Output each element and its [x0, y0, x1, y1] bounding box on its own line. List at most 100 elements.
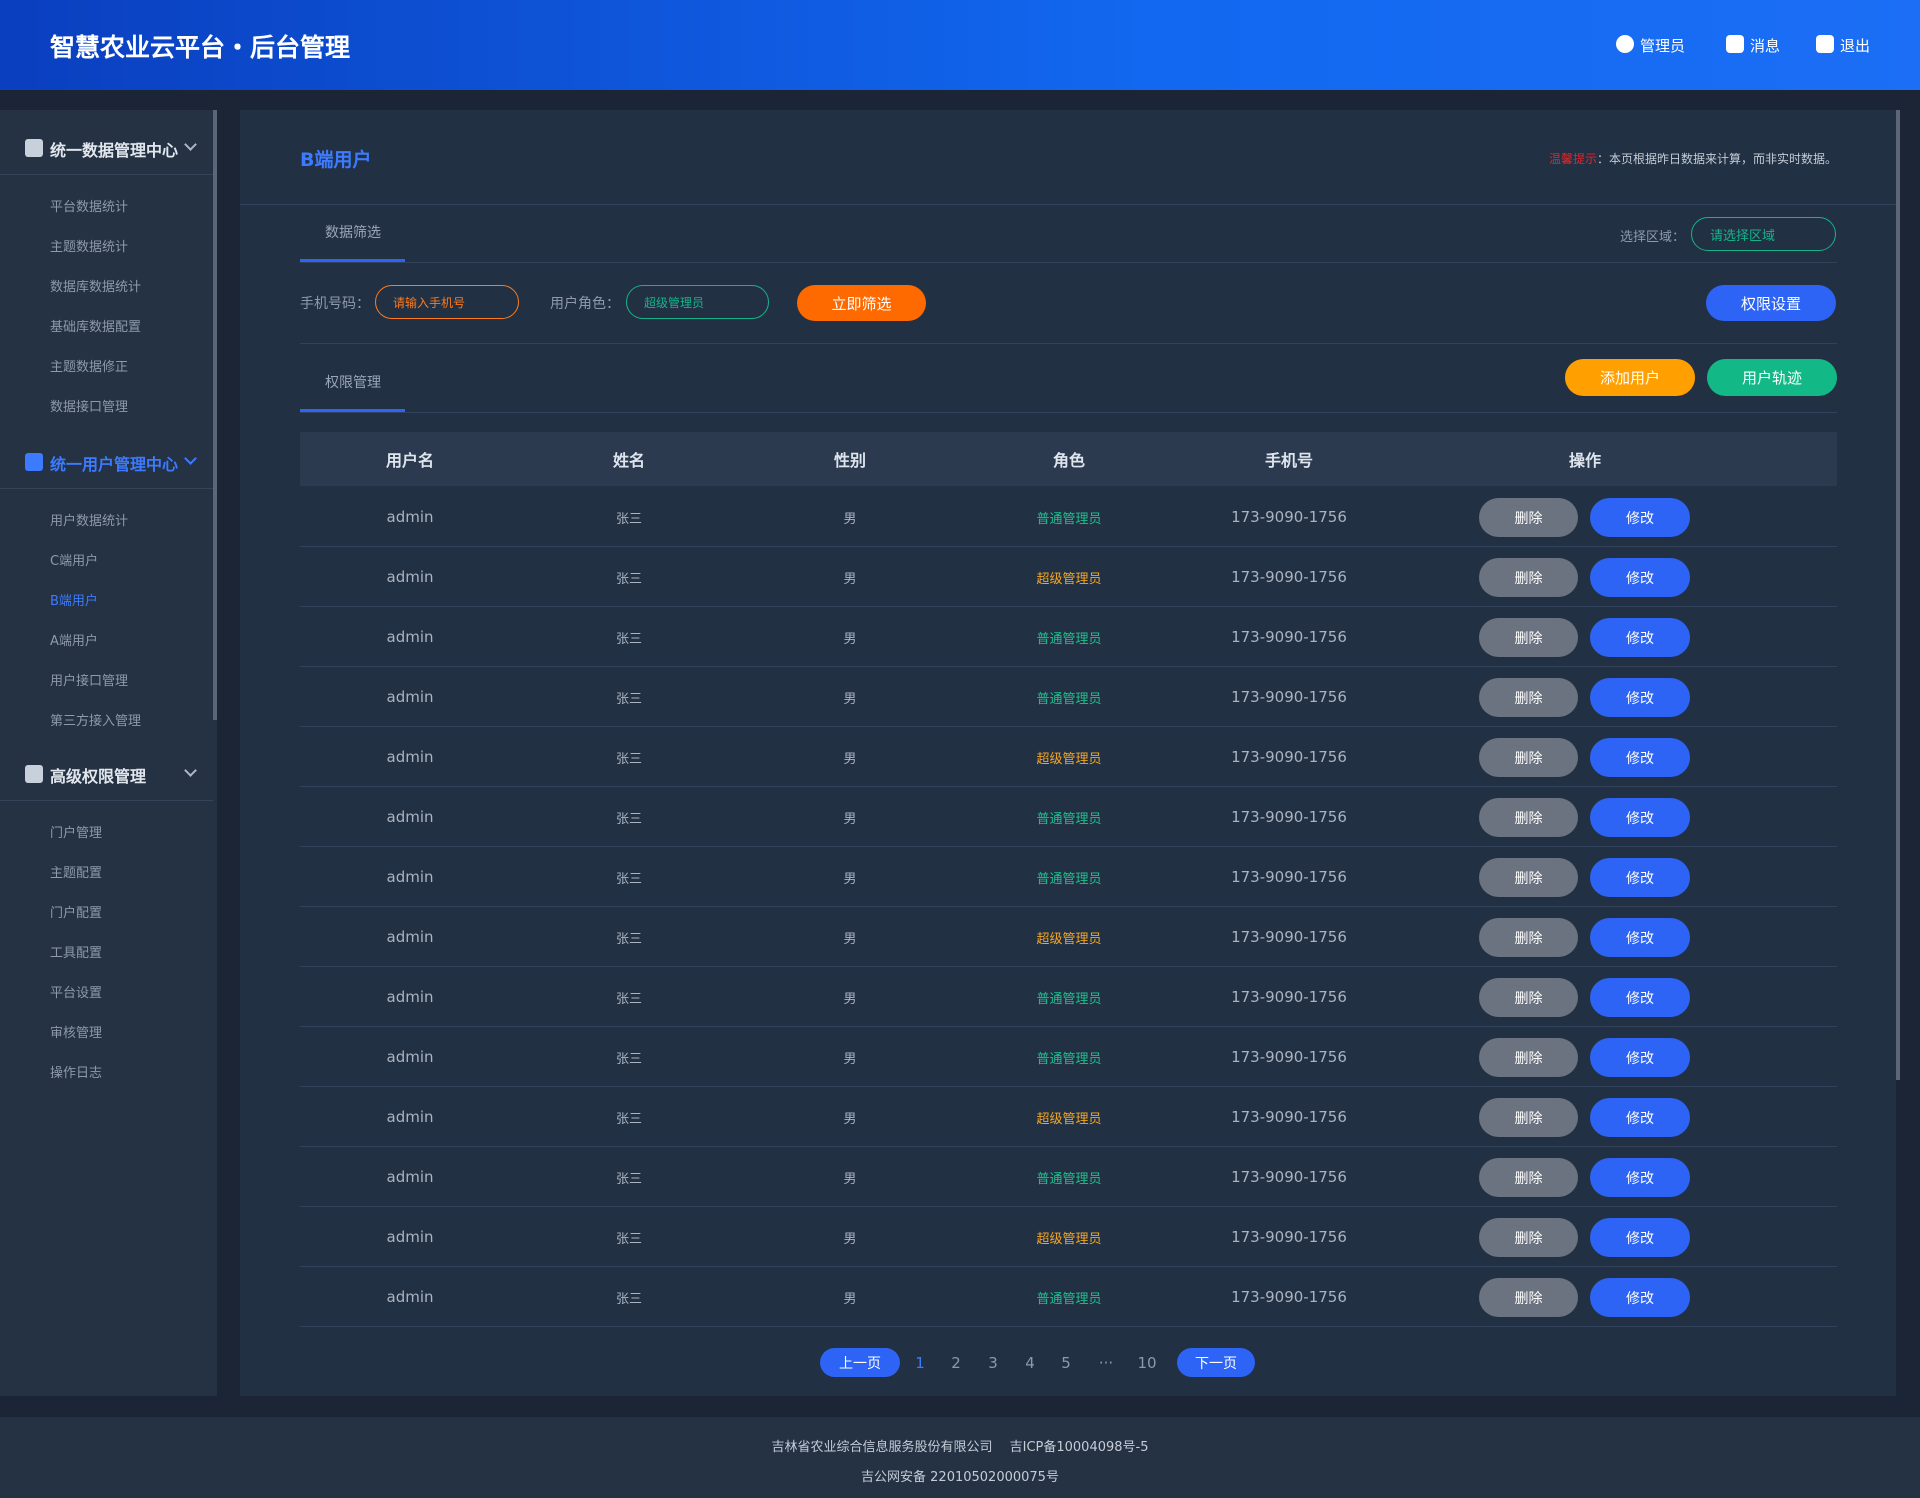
role-select[interactable]: 超级管理员: [626, 285, 769, 319]
menu-item[interactable]: 门户配置: [50, 906, 103, 921]
permission-button[interactable]: 权限设置: [1706, 285, 1836, 321]
edit-button[interactable]: 修改: [1590, 798, 1690, 837]
prev-button[interactable]: 上一页: [820, 1348, 900, 1377]
header-action[interactable]: 消息: [1750, 37, 1781, 55]
menu-item[interactable]: 用户数据统计: [50, 514, 129, 529]
page-number[interactable]: 5: [1061, 1353, 1071, 1372]
delete-button[interactable]: 删除: [1479, 1038, 1578, 1077]
group-title[interactable]: 统一用户管理中心: [50, 455, 179, 474]
edit-button[interactable]: 修改: [1590, 858, 1690, 897]
edit-button[interactable]: 修改: [1590, 918, 1690, 957]
next-button[interactable]: 下一页: [1177, 1348, 1255, 1377]
add-user-button[interactable]: 添加用户: [1565, 359, 1695, 396]
menu-item[interactable]: 主题配置: [50, 866, 103, 881]
cell: admin: [386, 1168, 434, 1186]
track-button[interactable]: 用户轨迹: [1707, 359, 1837, 396]
cell: 男: [843, 1231, 857, 1247]
delete-button[interactable]: 删除: [1479, 978, 1578, 1017]
edit-button[interactable]: 修改: [1590, 1218, 1690, 1257]
page-number[interactable]: 10: [1137, 1353, 1157, 1372]
divider: [300, 262, 1837, 263]
menu-item[interactable]: 操作日志: [50, 1066, 103, 1081]
menu-item[interactable]: B端用户: [50, 594, 98, 609]
phone-input[interactable]: 请输入手机号: [375, 285, 519, 319]
delete-button[interactable]: 删除: [1479, 558, 1578, 597]
menu-item[interactable]: 门户管理: [50, 826, 103, 841]
group-title[interactable]: 高级权限管理: [50, 767, 147, 786]
menu-item[interactable]: 主题数据统计: [50, 240, 129, 255]
delete-button[interactable]: 删除: [1479, 1218, 1578, 1257]
column-header: 角色: [1052, 451, 1085, 470]
group-title[interactable]: 统一数据管理中心: [50, 141, 179, 160]
header-action[interactable]: 退出: [1840, 37, 1871, 55]
cell: 男: [843, 1051, 857, 1067]
cell: 张三: [615, 1291, 642, 1307]
cell: 张三: [615, 1171, 642, 1187]
row-divider: [300, 846, 1837, 847]
delete-button[interactable]: 删除: [1479, 798, 1578, 837]
cell: 173-9090-1756: [1231, 568, 1347, 586]
edit-button[interactable]: 修改: [1590, 1278, 1690, 1317]
cell: 普通管理员: [1036, 871, 1102, 887]
column-header: 性别: [833, 451, 866, 470]
delete-button[interactable]: 删除: [1479, 738, 1578, 777]
cell: 男: [843, 1291, 857, 1307]
page-number[interactable]: 4: [1025, 1353, 1035, 1372]
edit-button[interactable]: 修改: [1590, 558, 1690, 597]
edit-button[interactable]: 修改: [1590, 618, 1690, 657]
cell: 超级管理员: [1036, 751, 1102, 767]
page-number[interactable]: 1: [915, 1353, 925, 1372]
menu-item[interactable]: 主题数据修正: [50, 360, 129, 375]
page-number[interactable]: 3: [988, 1353, 998, 1372]
cell: 173-9090-1756: [1231, 508, 1347, 526]
page-number[interactable]: ···: [1098, 1353, 1114, 1372]
menu-item[interactable]: 工具配置: [50, 946, 103, 961]
menu-item[interactable]: C端用户: [50, 554, 99, 569]
header-action[interactable]: 管理员: [1640, 37, 1686, 55]
filter-button[interactable]: 立即筛选: [797, 285, 926, 321]
delete-button[interactable]: 删除: [1479, 1098, 1578, 1137]
delete-button[interactable]: 删除: [1479, 1158, 1578, 1197]
edit-button[interactable]: 修改: [1590, 1098, 1690, 1137]
header-icon[interactable]: [1726, 35, 1744, 53]
edit-button[interactable]: 修改: [1590, 978, 1690, 1017]
delete-button[interactable]: 删除: [1479, 858, 1578, 897]
delete-button[interactable]: 删除: [1479, 618, 1578, 657]
header-icon[interactable]: [1616, 35, 1634, 53]
edit-button[interactable]: 修改: [1590, 1158, 1690, 1197]
edit-button[interactable]: 修改: [1590, 738, 1690, 777]
menu-item[interactable]: 基础库数据配置: [50, 320, 142, 335]
delete-button[interactable]: 删除: [1479, 918, 1578, 957]
menu-item[interactable]: 数据库数据统计: [50, 280, 142, 295]
cell: admin: [386, 1048, 434, 1066]
menu-item[interactable]: 平台数据统计: [50, 200, 129, 215]
delete-button[interactable]: 删除: [1479, 678, 1578, 717]
cell: admin: [386, 508, 434, 526]
page-number[interactable]: 2: [951, 1353, 961, 1372]
region-select[interactable]: 请选择区域: [1691, 217, 1836, 251]
menu-item[interactable]: 平台设置: [50, 986, 103, 1001]
tab-underline: [300, 409, 405, 412]
tab[interactable]: 数据筛选: [325, 225, 381, 241]
menu-item[interactable]: 审核管理: [50, 1026, 103, 1041]
cell: 男: [843, 691, 857, 707]
menu-item[interactable]: 用户接口管理: [50, 674, 129, 689]
cell: 173-9090-1756: [1231, 628, 1347, 646]
phone-label: 手机号码：: [300, 296, 370, 312]
header-icon[interactable]: [1816, 35, 1834, 53]
edit-button[interactable]: 修改: [1590, 678, 1690, 717]
cell: 男: [843, 1111, 857, 1127]
row-divider: [300, 1206, 1837, 1207]
cell: 普通管理员: [1036, 1051, 1102, 1067]
delete-button[interactable]: 删除: [1479, 1278, 1578, 1317]
cell: 173-9090-1756: [1231, 1288, 1347, 1306]
row-divider: [300, 1026, 1837, 1027]
menu-item[interactable]: 数据接口管理: [50, 400, 129, 415]
edit-button[interactable]: 修改: [1590, 498, 1690, 537]
delete-button[interactable]: 删除: [1479, 498, 1578, 537]
menu-item[interactable]: A端用户: [50, 634, 98, 649]
menu-item[interactable]: 第三方接入管理: [50, 714, 142, 729]
edit-button[interactable]: 修改: [1590, 1038, 1690, 1077]
tab[interactable]: 权限管理: [325, 375, 381, 391]
cell: 普通管理员: [1036, 811, 1102, 827]
